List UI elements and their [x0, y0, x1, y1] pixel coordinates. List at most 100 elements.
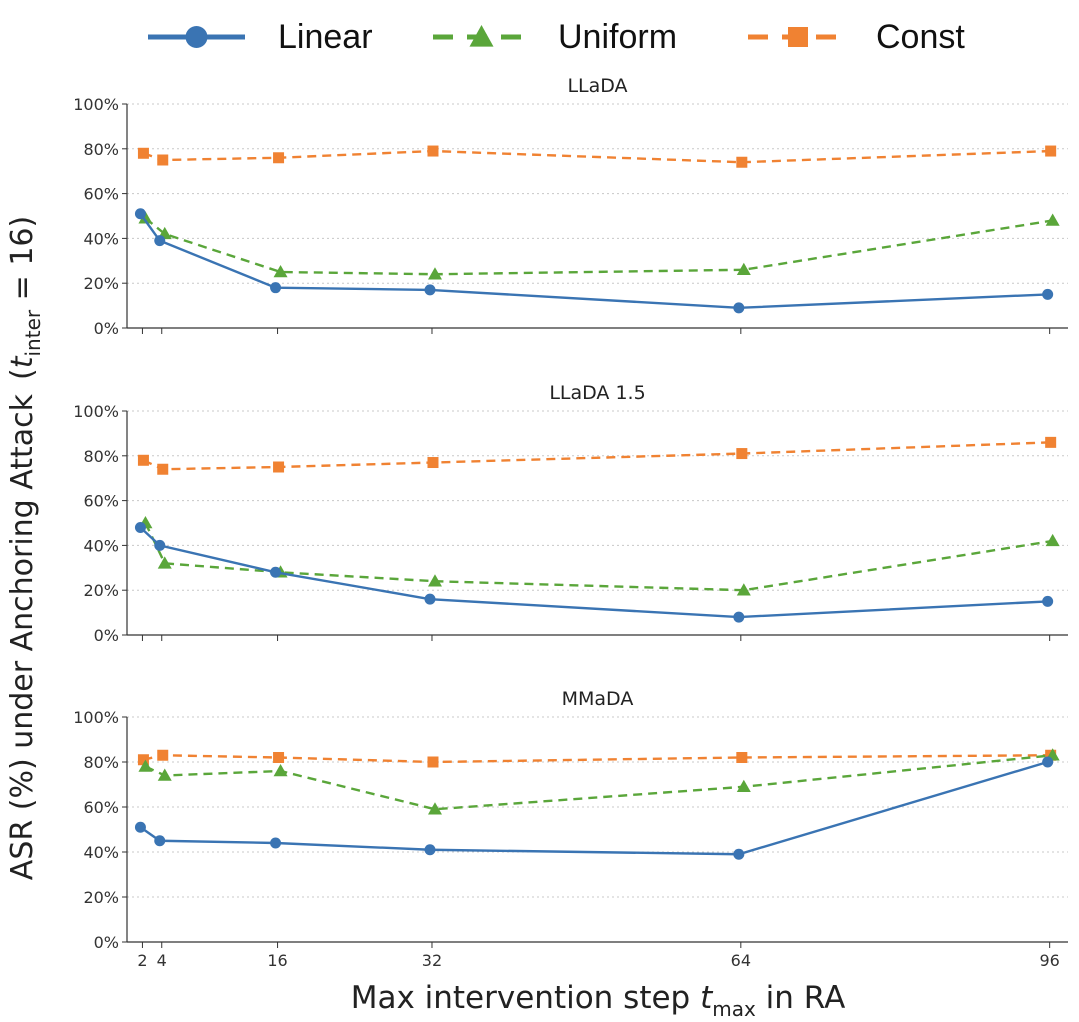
y-axis-label-eq: = 16) — [5, 216, 40, 310]
data-point-const — [736, 156, 748, 168]
x-axis-label-suffix: in RA — [756, 980, 845, 1016]
legend: Linear Uniform Const — [148, 18, 965, 56]
data-point-uniform — [157, 768, 172, 781]
data-point-linear — [270, 282, 282, 294]
y-tick-label: 60% — [83, 185, 119, 204]
data-point-const — [137, 147, 149, 159]
y-axis-label-main: ASR (%) under Anchoring Attack — [5, 393, 40, 880]
legend-marker-const — [788, 27, 808, 47]
x-tick-label: 64 — [731, 951, 751, 970]
data-point-linear — [154, 539, 166, 551]
data-point-const — [137, 754, 149, 766]
y-axis-label-var: t — [5, 355, 40, 368]
x-axis-label-sub: max — [712, 997, 756, 1021]
y-tick-label: 20% — [83, 888, 119, 907]
data-point-const — [736, 448, 748, 460]
legend-marker-uniform — [469, 25, 494, 47]
x-axis-label-var: t — [700, 980, 714, 1016]
data-point-uniform — [427, 267, 442, 280]
data-point-linear — [424, 284, 436, 296]
data-point-uniform — [138, 759, 153, 772]
x-tick-label: 2 — [137, 951, 147, 970]
data-point-uniform — [736, 779, 751, 792]
data-point-linear — [733, 302, 745, 314]
data-point-linear — [1042, 595, 1054, 607]
panel-title: LLaDA 1.5 — [549, 382, 645, 404]
y-tick-label: 20% — [83, 581, 119, 600]
data-point-linear — [270, 837, 282, 849]
y-tick-label: 0% — [94, 319, 119, 338]
series-line-linear — [139, 213, 1048, 310]
data-point-linear — [154, 235, 166, 247]
legend-marker-linear — [185, 26, 208, 48]
data-point-linear — [134, 208, 146, 220]
data-point-const — [1045, 436, 1057, 448]
y-tick-label: 0% — [94, 933, 119, 952]
data-point-const — [157, 154, 169, 166]
data-point-uniform — [427, 574, 442, 587]
data-point-const — [1045, 145, 1057, 157]
panel-title: MMaDA — [562, 688, 634, 710]
y-tick-label: 80% — [83, 447, 119, 466]
y-tick-label: 60% — [83, 798, 119, 817]
x-tick-label: 32 — [422, 951, 442, 970]
y-axis-label-paren: ( — [5, 368, 40, 380]
data-point-linear — [424, 844, 436, 856]
x-axis-label-prefix: Max intervention step — [351, 980, 700, 1016]
panel-title: LLaDA — [567, 75, 627, 97]
panel-2: LLaDA 1.5 0% 20% 40% 60% 80% 100% — [73, 382, 1068, 645]
data-point-const — [736, 752, 748, 763]
data-point-uniform — [736, 583, 751, 596]
data-point-uniform — [1045, 213, 1060, 226]
y-tick-label: 40% — [83, 229, 119, 248]
data-point-linear — [134, 821, 146, 833]
legend-label-linear: Linear — [278, 18, 373, 56]
data-point-linear — [1042, 288, 1054, 300]
data-point-const — [273, 752, 285, 763]
data-point-uniform — [427, 802, 442, 815]
data-point-const — [427, 457, 439, 469]
y-tick-label: 100% — [73, 402, 119, 421]
panel-1: LLaDA 0% 20% 40% 60% 80% 100% — [73, 75, 1068, 338]
y-tick-label: 80% — [83, 753, 119, 772]
data-point-const — [427, 145, 439, 157]
y-tick-label: 40% — [83, 843, 119, 862]
x-axis-label: Max intervention step tmax in RA — [351, 980, 846, 1021]
x-tick-label: 4 — [157, 951, 167, 970]
y-tick-label: 100% — [73, 708, 119, 727]
data-point-const — [427, 756, 439, 768]
y-tick-label: 80% — [83, 140, 119, 159]
data-point-linear — [270, 566, 282, 578]
legend-label-uniform: Uniform — [558, 18, 677, 56]
data-point-linear — [154, 835, 166, 847]
y-tick-label: 0% — [94, 626, 119, 645]
data-point-linear — [733, 848, 745, 860]
data-point-linear — [134, 521, 146, 533]
data-point-uniform — [273, 265, 288, 278]
data-point-const — [157, 463, 169, 475]
series-line-uniform — [144, 754, 1053, 811]
data-point-uniform — [273, 764, 288, 777]
data-point-const — [137, 454, 149, 466]
y-tick-label: 40% — [83, 536, 119, 555]
data-point-const — [273, 152, 285, 164]
data-point-uniform — [157, 556, 172, 569]
data-point-const — [157, 749, 169, 761]
data-point-linear — [733, 611, 745, 623]
y-tick-label: 20% — [83, 274, 119, 293]
data-point-linear — [1042, 756, 1054, 768]
y-axis-label: ASR (%) under Anchoring Attack (tinter = … — [5, 216, 45, 880]
data-point-uniform — [1045, 533, 1060, 547]
x-tick-label: 96 — [1039, 951, 1059, 970]
data-point-uniform — [138, 211, 153, 224]
data-point-const — [273, 461, 285, 473]
y-axis-label-sub: inter — [21, 309, 45, 356]
panel-3: MMaDA 0% 20% 40% 60% 80% 100% 2 4 16 32 64 96 — [73, 688, 1068, 970]
data-point-linear — [424, 593, 436, 605]
y-tick-label: 60% — [83, 492, 119, 511]
x-tick-label: 16 — [267, 951, 287, 970]
series-line-uniform — [144, 522, 1053, 592]
legend-label-const: Const — [876, 18, 965, 56]
series-line-uniform — [144, 217, 1053, 276]
